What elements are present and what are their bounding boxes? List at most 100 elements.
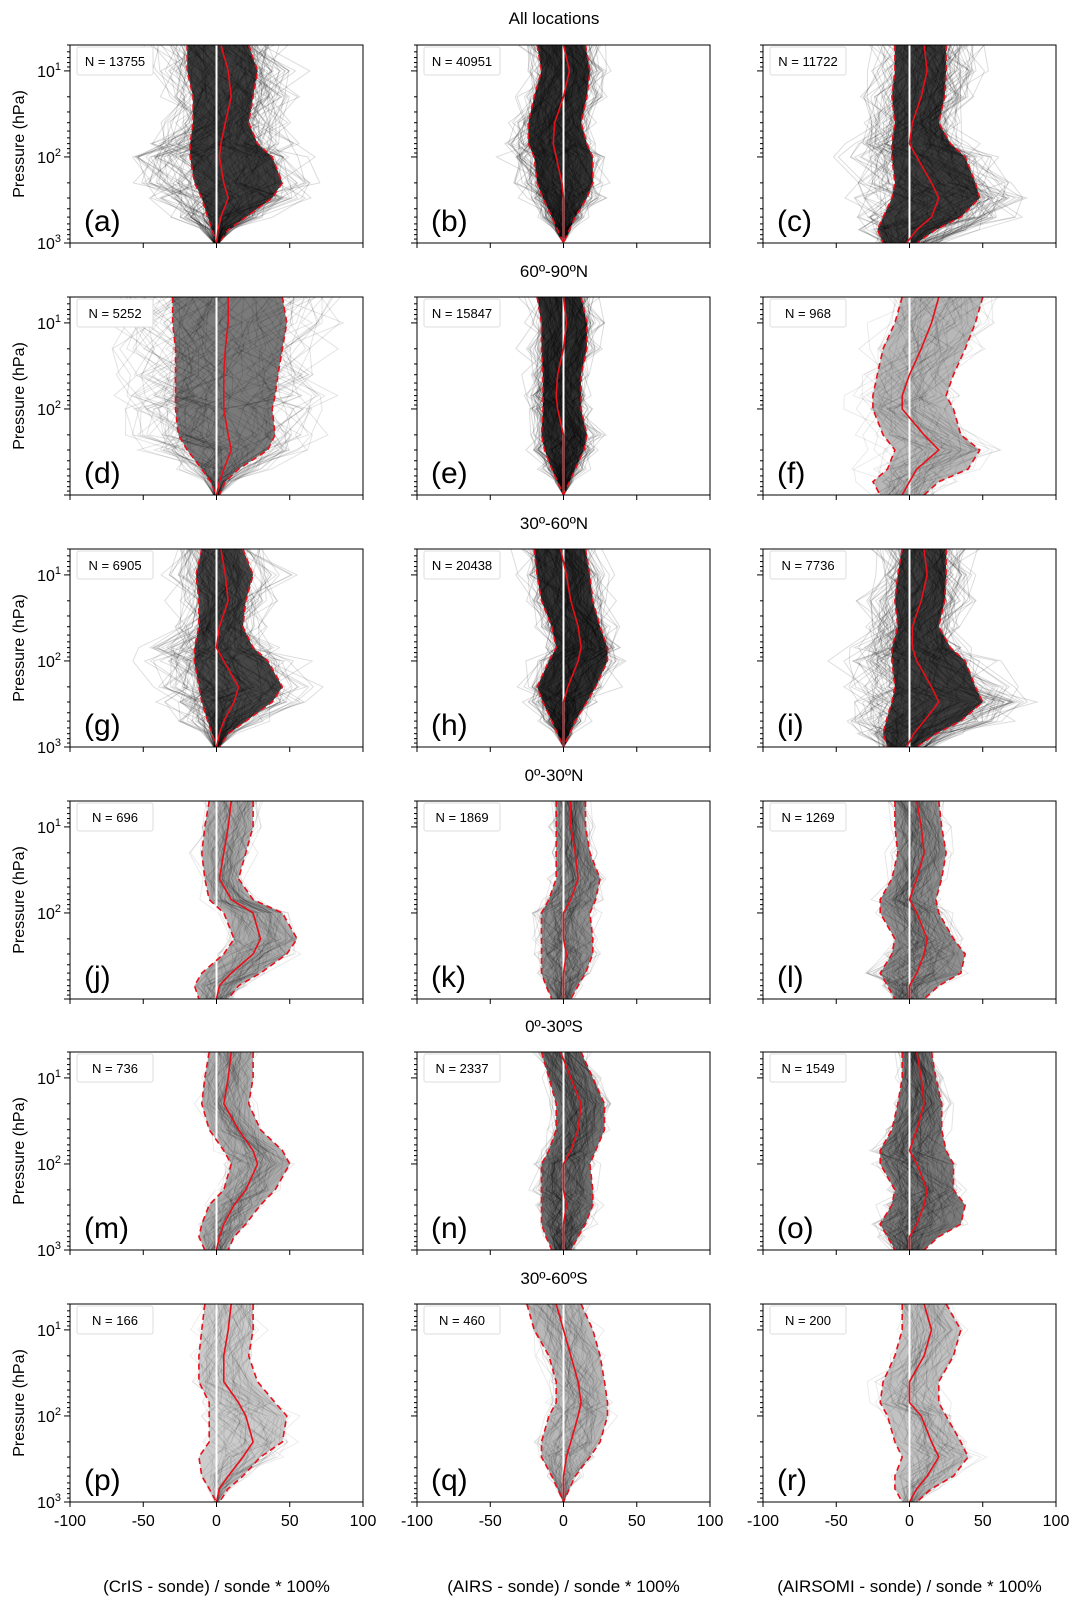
lower-bound-line <box>533 549 565 747</box>
lower-bound-line <box>879 1304 904 1502</box>
sonde-profile-line <box>222 801 280 999</box>
y-tick-exponent: 2 <box>55 399 61 411</box>
sonde-profile-line <box>902 1304 952 1502</box>
sonde-profile-line <box>548 1304 584 1502</box>
x-tick-label: 0 <box>559 1513 568 1530</box>
sonde-profile-line <box>220 1052 263 1250</box>
sonde-profile-line <box>216 1052 264 1250</box>
sonde-profile-line <box>216 1304 263 1502</box>
sonde-profile-line <box>225 801 287 999</box>
sonde-profile-line <box>901 801 946 999</box>
sonde-profile-line <box>211 801 260 999</box>
sonde-profile-line <box>564 801 589 999</box>
y-tick-exponent: 2 <box>55 1154 61 1166</box>
sonde-profile-line <box>216 1304 272 1502</box>
sonde-profile-line <box>222 1052 265 1250</box>
sonde-profile-line <box>217 45 321 243</box>
sonde-profile-line <box>917 549 1014 747</box>
sonde-profile-line <box>196 1304 243 1502</box>
sonde-profile-line <box>884 1304 921 1502</box>
n-label: N = 20438 <box>432 558 492 573</box>
sonde-profile-line <box>537 801 567 999</box>
sonde-profile-line <box>205 801 249 999</box>
x-tick-label: -50 <box>132 1513 155 1530</box>
sonde-profile-line <box>872 801 922 999</box>
sonde-profile-line <box>561 801 595 999</box>
sonde-profile-line <box>209 801 282 999</box>
y-tick-base: 10 <box>37 1409 55 1426</box>
sonde-profile-line <box>879 801 938 999</box>
sonde-profile-line <box>211 1052 238 1250</box>
upper-bound-line <box>562 549 609 747</box>
sonde-profile-line <box>217 801 274 999</box>
sonde-profile-line <box>218 1052 267 1250</box>
sonde-profile-line <box>224 1052 285 1250</box>
sonde-profile-line <box>560 801 594 999</box>
sonde-profile-line <box>550 1304 581 1502</box>
sonde-profile-line <box>890 297 960 495</box>
profile-density-band <box>877 45 980 243</box>
upper-bound-line <box>570 801 601 999</box>
sonde-profile-line <box>535 1304 569 1502</box>
panel-letter: (p) <box>84 1464 121 1497</box>
sonde-profile-line <box>886 1304 931 1502</box>
profile-cloud <box>832 45 1029 243</box>
sonde-profile-line <box>216 1304 270 1502</box>
y-tick-exponent: 3 <box>55 737 61 749</box>
sonde-profile-line <box>903 801 939 999</box>
sonde-profile-line <box>912 1304 963 1502</box>
sonde-profile-line <box>548 1304 587 1502</box>
sonde-profile-line <box>206 801 262 999</box>
sonde-profile-line <box>544 1304 564 1502</box>
y-tick-base: 10 <box>37 906 55 923</box>
sonde-profile-line <box>188 801 232 999</box>
sonde-profile-line <box>216 801 296 999</box>
n-label-box <box>423 550 501 580</box>
sonde-profile-line <box>540 1304 584 1502</box>
sonde-profile-line <box>905 801 942 999</box>
sonde-profile-line <box>904 801 956 999</box>
statistics-lines <box>882 549 984 747</box>
sonde-profile-line <box>215 1052 273 1250</box>
sonde-profile-line <box>557 801 582 999</box>
sonde-profile-line <box>881 297 950 495</box>
sonde-profile-line <box>883 801 911 999</box>
sonde-profile-line <box>217 1304 289 1502</box>
sonde-profile-line <box>137 45 215 243</box>
sonde-profile-line <box>142 45 221 243</box>
sonde-profile-line <box>916 1304 968 1502</box>
sonde-profile-line <box>931 45 993 243</box>
sonde-profile-line <box>213 1304 247 1502</box>
sonde-profile-line <box>895 801 933 999</box>
sonde-profile-line <box>893 801 937 999</box>
profile-cloud <box>515 297 608 495</box>
x-tick-label: 50 <box>281 1513 299 1530</box>
sonde-profile-line <box>221 801 287 999</box>
y-tick-exponent: 2 <box>55 651 61 663</box>
y-tick-base: 10 <box>37 568 55 585</box>
sonde-profile-line <box>189 1304 240 1502</box>
sonde-profile-line <box>897 801 943 999</box>
sonde-profile-line <box>905 801 953 999</box>
sonde-profile-line <box>215 801 293 999</box>
sonde-profile-line <box>222 801 265 999</box>
sonde-profile-line <box>552 801 580 999</box>
sonde-profile-line <box>134 45 215 243</box>
sonde-profile-line <box>563 1304 609 1502</box>
sonde-profile-line <box>912 1304 952 1502</box>
sonde-profile-line <box>888 801 928 999</box>
sonde-profile-line <box>862 45 906 243</box>
sonde-profile-line <box>205 801 273 999</box>
sonde-profile-line <box>216 1304 289 1502</box>
sonde-profile-line <box>525 1304 577 1502</box>
lower-bound-line <box>193 801 236 999</box>
x-tick-label: -50 <box>479 1513 502 1530</box>
panel-letter: (r) <box>777 1464 807 1497</box>
n-label: N = 11722 <box>778 54 837 69</box>
y-tick-base: 10 <box>37 150 55 167</box>
panel-letter: (l) <box>777 961 804 994</box>
sonde-profile-line <box>212 1052 271 1250</box>
n-label: N = 15847 <box>432 306 492 321</box>
sonde-profile-line <box>544 801 574 999</box>
